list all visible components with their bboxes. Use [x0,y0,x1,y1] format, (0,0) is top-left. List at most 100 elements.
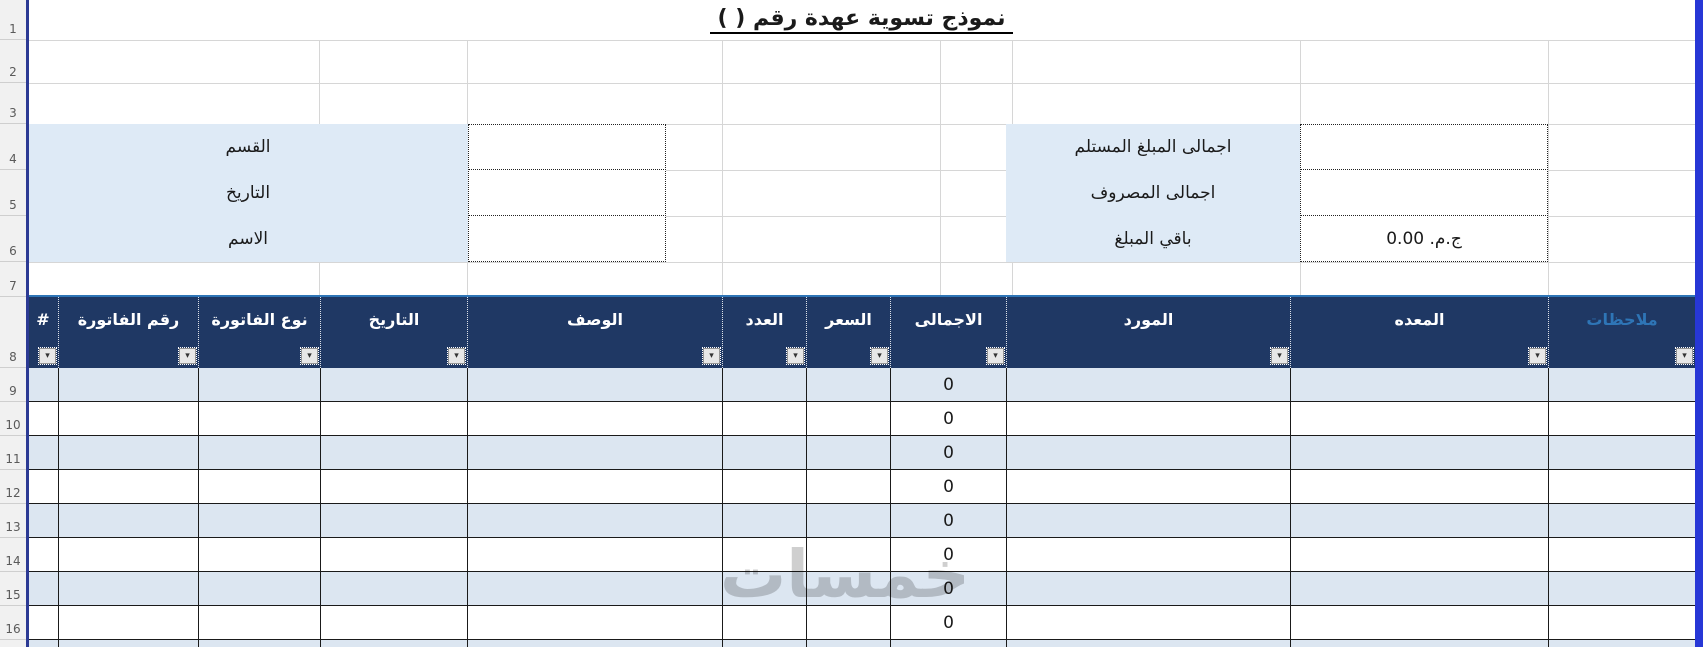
cell[interactable] [198,572,320,605]
cell[interactable] [722,470,806,503]
cell[interactable] [806,436,890,469]
row-header[interactable]: 1 [0,0,26,40]
row-header[interactable]: 13 [0,504,26,538]
cell[interactable] [722,538,806,571]
cell[interactable] [722,640,806,647]
cell[interactable] [467,538,722,571]
cell[interactable] [467,572,722,605]
cell[interactable] [320,436,467,469]
cell[interactable] [198,538,320,571]
cell-total[interactable]: 0 [890,402,1006,435]
cell[interactable] [320,606,467,639]
cell[interactable] [28,368,58,401]
cell[interactable] [320,640,467,647]
cell[interactable] [320,470,467,503]
cell[interactable] [806,402,890,435]
cell[interactable] [1548,402,1695,435]
column-header-index[interactable]: # ▾ [28,297,58,368]
cell[interactable] [58,572,198,605]
cell[interactable] [806,470,890,503]
filter-button-price[interactable]: ▾ [870,347,889,365]
cell[interactable] [467,640,722,647]
cell[interactable] [806,538,890,571]
cell[interactable] [806,368,890,401]
input-total-received[interactable] [1300,124,1548,170]
cell[interactable] [58,504,198,537]
column-header-supplier[interactable]: المورد ▾ [1006,297,1290,368]
cell-total[interactable]: 0 [890,436,1006,469]
cell[interactable] [1006,436,1290,469]
row-header[interactable]: 10 [0,402,26,436]
cell[interactable] [890,640,1006,647]
cell[interactable] [198,402,320,435]
column-header-preparer[interactable]: المعده ▾ [1290,297,1548,368]
cell[interactable] [1006,470,1290,503]
cell[interactable] [58,538,198,571]
cell[interactable] [467,504,722,537]
filter-button-description[interactable]: ▾ [702,347,721,365]
cell[interactable] [806,640,890,647]
cell[interactable] [320,402,467,435]
cell-total[interactable]: 0 [890,572,1006,605]
row-header[interactable]: 7 [0,262,26,297]
cell[interactable] [806,504,890,537]
cell-total[interactable]: 0 [890,470,1006,503]
cell[interactable] [1290,436,1548,469]
cell[interactable] [28,572,58,605]
filter-button-notes[interactable]: ▾ [1675,347,1694,365]
cell[interactable] [1548,640,1695,647]
cell[interactable] [1006,606,1290,639]
cell[interactable] [1548,368,1695,401]
row-header[interactable]: 15 [0,572,26,606]
cell[interactable] [1290,470,1548,503]
cell[interactable] [58,402,198,435]
filter-button-quantity[interactable]: ▾ [786,347,805,365]
cell-total[interactable]: 0 [890,504,1006,537]
cell[interactable] [722,436,806,469]
cell[interactable] [722,368,806,401]
cell[interactable] [1548,572,1695,605]
input-department[interactable] [468,124,666,170]
cell[interactable] [320,572,467,605]
cell[interactable] [1290,504,1548,537]
column-header-invoice-number[interactable]: رقم الفاتورة ▾ [58,297,198,368]
cell[interactable] [722,572,806,605]
filter-button-supplier[interactable]: ▾ [1270,347,1289,365]
cell[interactable] [467,436,722,469]
cell[interactable] [1548,436,1695,469]
cell[interactable] [198,504,320,537]
row-header[interactable]: 16 [0,606,26,640]
cell[interactable] [1290,368,1548,401]
filter-button-invoice-number[interactable]: ▾ [178,347,197,365]
filter-button-index[interactable]: ▾ [38,347,57,365]
cell[interactable] [58,606,198,639]
column-header-price[interactable]: السعر ▾ [806,297,890,368]
cell[interactable] [1548,606,1695,639]
row-header[interactable] [0,640,26,647]
cell[interactable] [28,606,58,639]
cell[interactable] [28,402,58,435]
input-name[interactable] [468,215,666,262]
input-remaining[interactable]: ج.م. 0.00 [1300,215,1548,262]
input-total-spent[interactable] [1300,169,1548,216]
cell[interactable] [198,606,320,639]
cell[interactable] [806,606,890,639]
cell[interactable] [1006,572,1290,605]
cell[interactable] [722,504,806,537]
cell[interactable] [1290,640,1548,647]
column-header-date[interactable]: التاريخ ▾ [320,297,467,368]
cell[interactable] [198,368,320,401]
cell[interactable] [1290,402,1548,435]
filter-button-invoice-type[interactable]: ▾ [300,347,319,365]
row-header[interactable]: 2 [0,40,26,83]
cell-total[interactable]: 0 [890,606,1006,639]
cell[interactable] [58,640,198,647]
cell[interactable] [1006,368,1290,401]
cell[interactable] [58,368,198,401]
cell[interactable] [198,640,320,647]
cell[interactable] [1006,504,1290,537]
cell[interactable] [198,436,320,469]
cell-total[interactable]: 0 [890,368,1006,401]
cell[interactable] [198,470,320,503]
cell[interactable] [722,606,806,639]
